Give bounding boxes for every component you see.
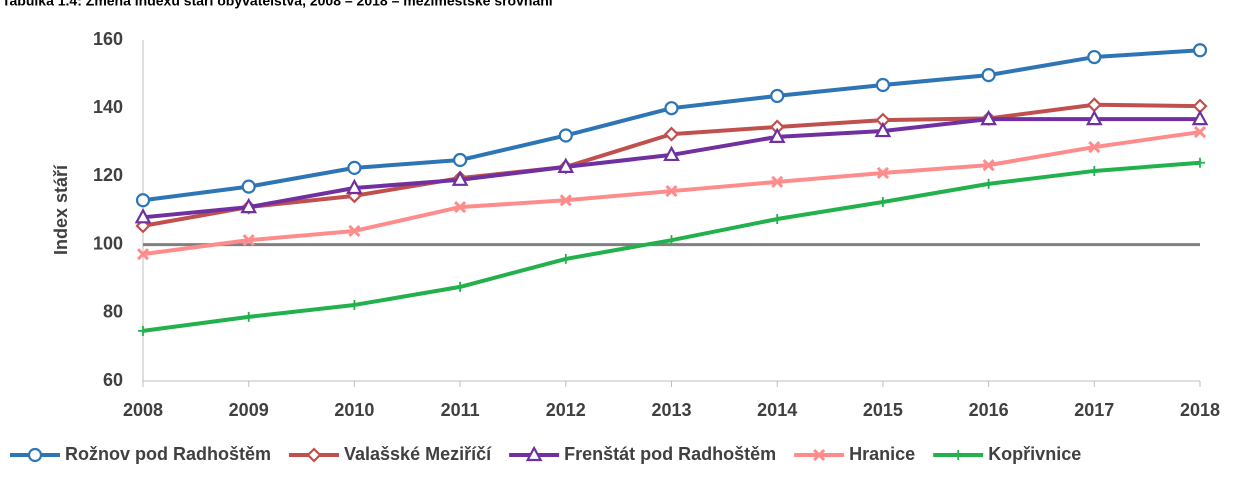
data-point [1086,97,1102,113]
data-point [874,121,892,138]
data-point [1192,43,1208,58]
data-point [349,299,360,310]
data-point [557,157,575,173]
chart-title: Tabulka 1.4: Změna indexu stáří obyvatel… [2,0,554,9]
data-point [346,178,363,195]
series-line [142,160,1201,333]
data-point [241,179,256,194]
data-point [663,145,680,162]
data-point [455,281,466,292]
legend-label: Hranice [849,444,915,464]
data-point [1191,109,1209,126]
legend-marker [813,448,826,462]
data-point [666,235,677,246]
legend-label: Valašské Meziříčí [344,444,492,464]
data-point [663,126,680,142]
data-point [768,127,786,143]
data-point [1193,126,1207,139]
data-point [877,196,888,207]
data-point [980,109,997,126]
data-point [243,311,254,322]
data-point [136,248,150,261]
data-point [1089,165,1100,176]
x-tick-label: 2008 [123,400,163,420]
data-point [451,170,469,186]
data-point [981,68,996,83]
legend-marker [27,447,43,463]
data-point [983,178,994,189]
data-point [1087,49,1102,65]
y-tick-label: 120 [93,165,123,185]
data-point [558,128,573,143]
data-point [1088,141,1101,154]
data-point [1085,109,1103,126]
data-point [347,160,362,175]
x-tick-label: 2016 [969,400,1009,420]
data-point [240,197,258,214]
data-point [242,234,255,247]
data-point [138,325,148,336]
x-tick-label: 2012 [546,400,586,420]
legend-marker [953,450,964,460]
y-tick-label: 80 [103,302,123,322]
series-line [142,102,1201,228]
x-tick-label: 2009 [229,400,269,420]
data-point [982,159,995,172]
x-tick-label: 2017 [1074,400,1114,420]
legend-marker [306,447,322,463]
data-point [348,224,361,238]
data-point [772,214,783,225]
x-tick-label: 2013 [651,400,691,420]
data-point [875,77,891,93]
data-point [664,101,679,116]
data-point [876,166,889,180]
data-point [559,194,572,207]
y-tick-label: 160 [93,29,123,49]
data-point [453,152,468,168]
data-point [1195,157,1205,168]
data-point [560,253,571,264]
y-axis-label: Index stáří [51,164,71,255]
data-point [770,88,785,104]
x-tick-label: 2014 [757,400,797,420]
legend-marker [525,445,543,462]
legend-label: Rožnov pod Radhoštěm [65,444,271,464]
data-point [135,193,151,208]
y-tick-label: 60 [103,370,123,390]
y-tick-label: 140 [93,97,123,117]
data-point [665,185,678,198]
legend-label: Frenštát pod Radhoštěm [564,444,776,464]
x-tick-label: 2018 [1180,400,1220,420]
data-point [771,175,784,188]
x-tick-label: 2010 [334,400,374,420]
x-tick-label: 2011 [441,400,480,420]
x-tick-label: 2015 [863,400,903,420]
legend-label: Kopřivnice [988,444,1081,464]
y-tick-label: 100 [93,233,123,253]
data-point [454,201,467,214]
data-point [134,208,152,224]
